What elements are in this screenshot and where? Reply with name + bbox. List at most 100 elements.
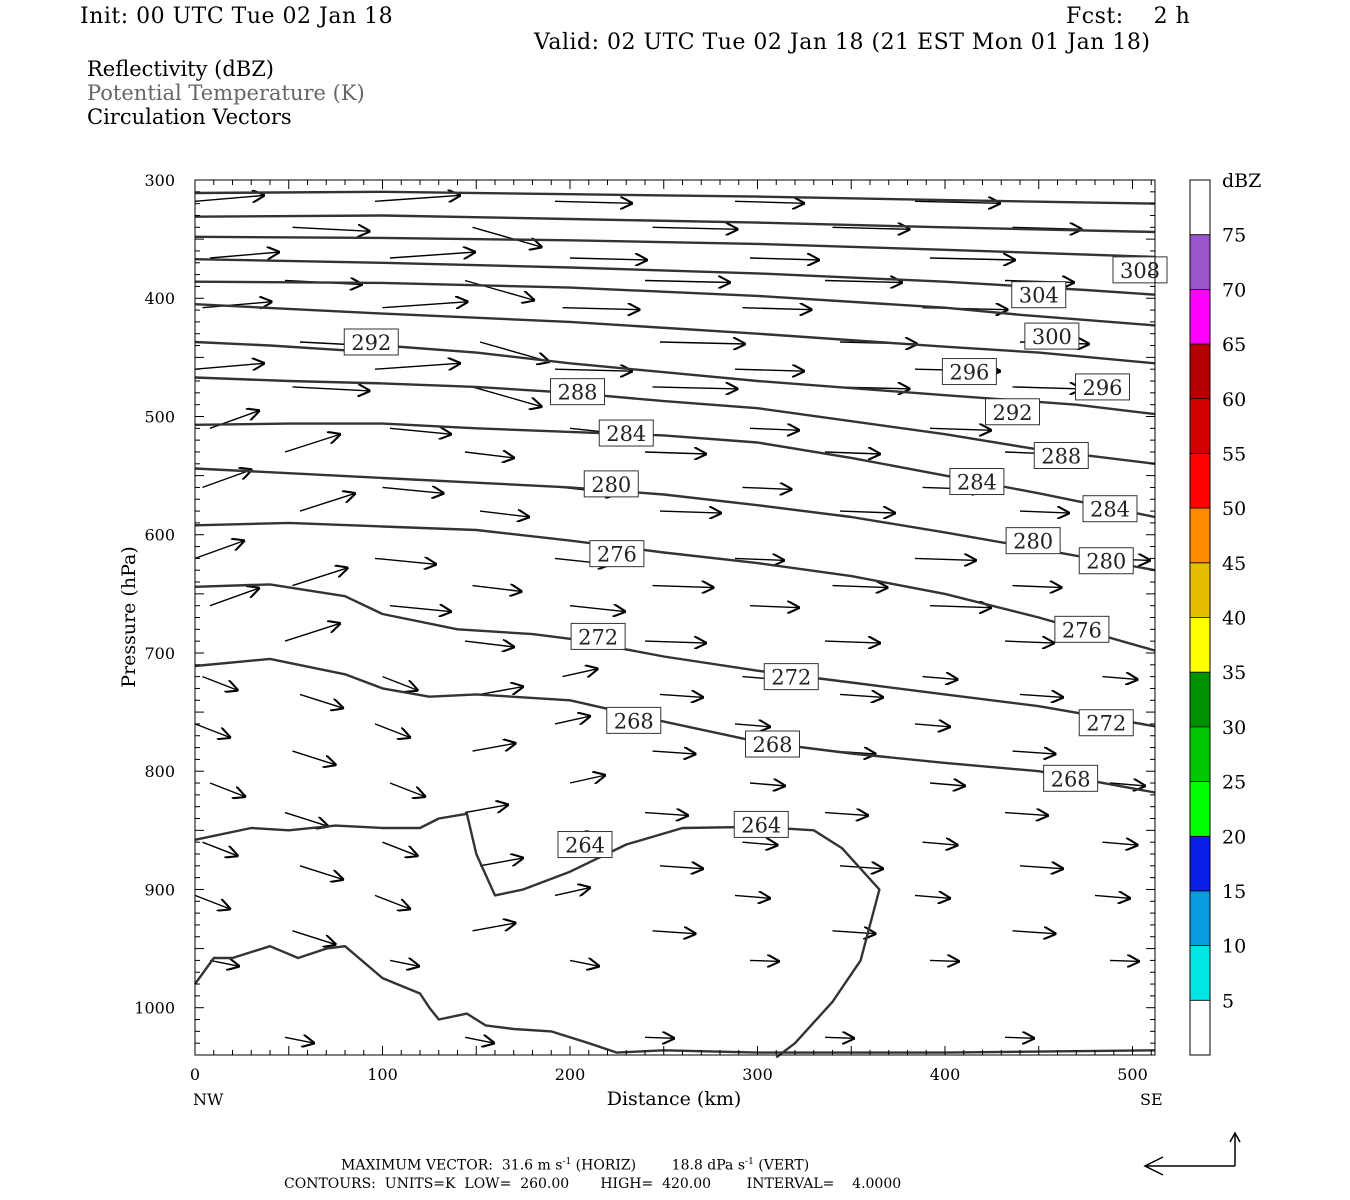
circulation-vector [284, 811, 329, 827]
svg-text:272: 272 [771, 666, 811, 690]
circulation-vector [1102, 842, 1139, 845]
circulation-vector [292, 227, 371, 231]
circulation-vector [554, 369, 633, 371]
svg-text:264: 264 [565, 834, 605, 858]
contour-label: 268 [745, 730, 800, 758]
circulation-vector [472, 743, 517, 751]
isentrope-line [194, 280, 1156, 327]
colorbar-swatch [1190, 1000, 1210, 1055]
svg-text:296: 296 [1082, 376, 1122, 400]
colorbar-swatch [1190, 453, 1210, 509]
circulation-vector [464, 279, 535, 301]
x-tick-label: 300 [742, 1065, 773, 1084]
colorbar-swatch [1190, 344, 1210, 399]
circulation-vector [824, 1037, 855, 1038]
contour-label: 284 [949, 468, 1005, 496]
circulation-vector [292, 930, 337, 945]
contour-label: 280 [583, 470, 639, 498]
circulation-vector [1004, 641, 1055, 643]
circulation-vector [389, 960, 420, 966]
contour-label: 272 [570, 622, 626, 650]
svg-text:284: 284 [1090, 498, 1130, 522]
svg-text:264: 264 [741, 813, 781, 837]
se-label: SE [1140, 1090, 1163, 1109]
contour-label: 300 [1024, 322, 1080, 350]
isentrope-line [194, 521, 1156, 652]
circulation-vector [734, 558, 785, 560]
contour-label: 268 [606, 706, 662, 734]
contour-label: 296 [1075, 373, 1130, 401]
colorbar-label: 70 [1222, 279, 1246, 301]
circulation-vector [1004, 813, 1049, 816]
circulation-vector [464, 452, 515, 458]
colorbar-label: 10 [1222, 936, 1246, 958]
svg-text:272: 272 [1086, 712, 1126, 736]
svg-text:276: 276 [1062, 618, 1102, 642]
circulation-vector [472, 586, 523, 592]
circulation-vector [832, 586, 889, 588]
valid-time: Valid: 02 UTC Tue 02 Jan 18 (21 EST Mon … [534, 30, 1151, 55]
circulation-vector [914, 201, 1001, 203]
circulation-vector [824, 813, 869, 816]
circulation-vector [659, 342, 746, 344]
contour-info: CONTOURS: UNITS=K LOW= 260.00 HIGH= 420.… [284, 1176, 902, 1192]
circulation-vector [922, 677, 959, 680]
circulation-vector [824, 281, 903, 283]
circulation-vector [472, 386, 543, 407]
circulation-vector [1004, 1037, 1035, 1038]
isentrope-line [194, 235, 1156, 259]
x-tick-label: 0 [190, 1065, 200, 1084]
circulation-vector [749, 428, 800, 430]
circulation-vector [202, 302, 273, 308]
circulation-vector [292, 568, 349, 587]
x-tick-label: 100 [367, 1065, 398, 1084]
circulation-vector [569, 960, 600, 966]
svg-text:284: 284 [606, 422, 646, 446]
circulation-vector [554, 887, 591, 895]
colorbar-label: 20 [1222, 826, 1246, 848]
colorbar-swatch [1190, 289, 1210, 345]
circulation-vector [1012, 931, 1057, 934]
circulation-vector [652, 227, 739, 229]
circulation-vector [652, 931, 697, 934]
circulation-vector [562, 308, 641, 310]
circulation-vector [742, 487, 793, 489]
circulation-vector [292, 387, 371, 391]
circulation-vector [209, 588, 260, 607]
circulation-vector [652, 751, 697, 754]
circulation-vector [292, 750, 337, 765]
circulation-vector [202, 841, 239, 856]
forecast-hour: Fcst: 2 h [1066, 4, 1191, 29]
svg-text:280: 280 [1086, 550, 1126, 574]
isentrope-line [194, 214, 1156, 234]
circulation-vector [1102, 677, 1139, 680]
max-vector-info: MAXIMUM VECTOR: 31.6 m s-1 (HORIZ) 18.8 … [341, 1157, 810, 1174]
y-tick-label: 300 [144, 171, 175, 190]
circulation-vector [734, 724, 771, 727]
circulation-vector [479, 858, 524, 866]
contour-label: 304 [1011, 281, 1067, 309]
contour-label: 268 [1043, 764, 1099, 792]
circulation-vector [569, 258, 648, 260]
axis-ticks [194, 179, 1155, 1056]
circulation-vector [374, 723, 411, 738]
circulation-vector [194, 540, 245, 560]
contour-label: 308 [1112, 256, 1168, 284]
svg-text:276: 276 [597, 543, 637, 567]
circulation-vector [464, 641, 515, 647]
contour-label: 276 [589, 540, 645, 568]
isentrope-line [194, 657, 1156, 794]
contour-label: 272 [1078, 709, 1134, 737]
svg-text:268: 268 [614, 709, 654, 733]
y-tick-label: 500 [144, 407, 175, 426]
circulation-vector [914, 724, 951, 727]
colorbar-swatch [1190, 726, 1210, 782]
circulation-vector [659, 694, 704, 697]
colorbar-label: 5 [1222, 990, 1234, 1012]
y-axis-title: Pressure (hPa) [118, 546, 140, 688]
circulation-vector [749, 783, 786, 786]
circulation-vector [569, 775, 606, 783]
contour-label: 264 [557, 831, 613, 859]
circulation-vector [374, 894, 411, 909]
